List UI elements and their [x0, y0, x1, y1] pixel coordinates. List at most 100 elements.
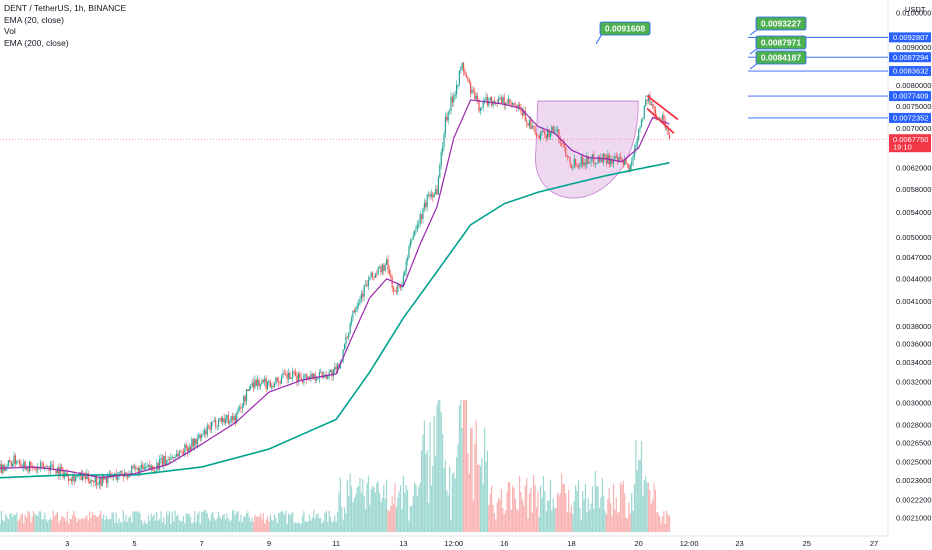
candle-body [308, 376, 311, 380]
volume-bar [638, 460, 640, 532]
candle-body [446, 116, 448, 121]
volume-bar [409, 506, 411, 532]
volume-bar [322, 520, 325, 532]
volume-bar [343, 507, 346, 532]
candle-body [76, 475, 78, 478]
candle-body [188, 446, 190, 453]
candle-body [201, 435, 203, 438]
candle-body [436, 189, 438, 195]
volume-bar [19, 518, 21, 532]
volume-bar [355, 494, 357, 532]
price-tag-box [889, 32, 931, 43]
volume-bar [388, 511, 390, 532]
volume-bar [555, 508, 557, 532]
candle-body [173, 457, 175, 458]
level-price-tag: 0.0083632 [889, 66, 931, 77]
volume-bar [303, 510, 305, 532]
volume-bar [255, 516, 257, 532]
candle-body [251, 382, 253, 387]
candle-body [125, 472, 127, 474]
candle-body [591, 154, 594, 159]
price-axis-currency: USDT [905, 5, 926, 14]
volume-bar [156, 511, 158, 532]
volume-bar [286, 523, 288, 532]
volume-bar [47, 521, 49, 532]
volume-bar [166, 511, 168, 532]
candle-body [540, 132, 542, 139]
candle-body [250, 386, 252, 389]
volume-bar [56, 511, 59, 532]
volume-bar [391, 495, 393, 532]
volume-bar [451, 474, 454, 532]
candle-body [45, 466, 47, 468]
volume-bar [142, 523, 144, 532]
candle-body [378, 266, 381, 269]
volume-bar [398, 491, 400, 532]
candle-body [184, 444, 186, 455]
candle-body [313, 373, 315, 379]
volume-bar [266, 516, 269, 532]
candle-body [269, 381, 271, 388]
volume-bar [55, 513, 57, 532]
volume-bar [342, 519, 344, 532]
candle-body [325, 374, 327, 379]
volume-bar [301, 515, 304, 532]
price-tick-label: 0.0070000 [896, 124, 931, 133]
volume-bar [177, 514, 179, 532]
candle-body [209, 426, 211, 430]
candle-body [601, 157, 603, 163]
candle-body [551, 126, 553, 134]
candle-body [332, 369, 334, 377]
volume-bar [339, 477, 341, 532]
candle-body [437, 177, 439, 195]
volume-bar [315, 514, 318, 532]
price-tick-label: 0.0030000 [896, 398, 931, 407]
volume-bar [441, 433, 444, 532]
volume-bar [195, 522, 197, 532]
volume-bar [230, 519, 232, 532]
candle-body [345, 336, 347, 345]
volume-bar [233, 510, 235, 532]
volume-bar [280, 511, 283, 532]
candle-body [440, 152, 442, 166]
candle-body [622, 160, 624, 165]
candle-body [533, 125, 535, 127]
candle-body [615, 155, 617, 158]
price-callout: 0.0093227 [749, 16, 807, 36]
candle-body [310, 373, 312, 380]
candle-body [359, 299, 361, 304]
candle-body [458, 70, 461, 85]
candle-body [170, 457, 172, 460]
candle-body [457, 84, 459, 86]
candle-body [416, 224, 418, 229]
candle-body [223, 418, 225, 423]
volume-bar [477, 464, 479, 532]
volume-bar [154, 520, 157, 532]
volume-bar [467, 453, 469, 532]
volume-bar [378, 492, 381, 532]
volume-bar [566, 511, 568, 532]
candle-body [605, 156, 608, 164]
candle-body [521, 111, 524, 116]
volume-bar [535, 507, 538, 532]
candle-body [69, 478, 71, 481]
candle-body [152, 465, 154, 469]
volume-bar [611, 516, 613, 532]
volume-bar [547, 500, 549, 532]
candle-body [412, 235, 414, 240]
candle-body [266, 381, 269, 390]
candle-body [500, 97, 503, 103]
volume-bar [271, 519, 273, 532]
volume-bar [397, 497, 399, 532]
candle-body [528, 119, 531, 126]
volume-bar [192, 522, 194, 532]
candle-body [191, 438, 193, 451]
volume-bar [61, 516, 63, 532]
candle-body [625, 159, 627, 165]
volume-bar [257, 516, 259, 532]
volume-bar [110, 518, 112, 532]
volume-bar [485, 461, 487, 532]
volume-bar [83, 519, 85, 532]
